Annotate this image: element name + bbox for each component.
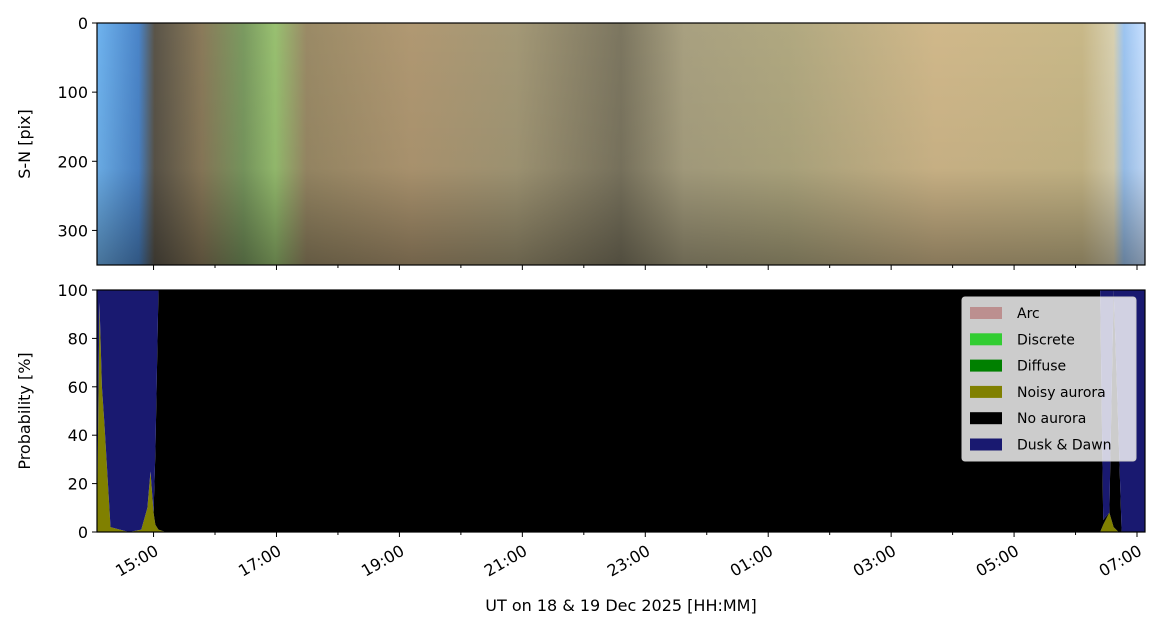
legend-swatch <box>970 359 1002 372</box>
y-tick-label: 40 <box>68 426 88 445</box>
y-tick-label: 0 <box>78 523 88 542</box>
y-tick-label: 200 <box>57 152 88 171</box>
y-axis-label: Probability [%] <box>15 352 34 469</box>
y-tick-label: 300 <box>57 221 88 240</box>
plot-frame <box>96 22 1146 266</box>
area-series <box>97 290 1145 532</box>
x-axis-label: UT on 18 & 19 Dec 2025 [HH:MM] <box>485 596 756 615</box>
legend-swatch <box>970 307 1002 319</box>
plot-frame <box>96 289 1146 533</box>
x-tick-label: 03:00 <box>850 541 899 581</box>
legend-label: No aurora <box>1017 411 1086 427</box>
x-tick-label: 01:00 <box>727 541 776 581</box>
x-tick-label: 19:00 <box>358 541 407 581</box>
legend-label: Noisy aurora <box>1017 385 1106 401</box>
y-tick-label: 100 <box>57 83 88 102</box>
legend-label: Diffuse <box>1017 359 1066 375</box>
legend-swatch <box>970 438 1002 451</box>
x-tick-label: 17:00 <box>235 541 284 581</box>
x-tick-label: 07:00 <box>1096 541 1145 581</box>
x-tick-label: 23:00 <box>604 541 653 581</box>
y-tick-label: 0 <box>78 14 88 33</box>
legend-swatch <box>970 333 1002 346</box>
keogram-shade <box>97 23 1145 265</box>
y-tick-label: 100 <box>57 281 88 300</box>
legend-label: Dusk & Dawn <box>1017 438 1112 454</box>
legend-label: Arc <box>1017 306 1040 322</box>
y-tick-label: 60 <box>68 378 88 397</box>
x-tick-label: 15:00 <box>112 541 161 581</box>
legend-swatch <box>970 385 1002 398</box>
y-axis-label: S-N [pix] <box>15 109 34 179</box>
x-tick-label: 05:00 <box>973 541 1022 581</box>
x-tick-label: 21:00 <box>481 541 530 581</box>
legend-swatch <box>970 412 1002 425</box>
y-tick-label: 20 <box>68 475 88 494</box>
legend-box <box>961 296 1137 462</box>
legend-label: Discrete <box>1017 332 1075 348</box>
y-tick-label: 80 <box>68 329 88 348</box>
